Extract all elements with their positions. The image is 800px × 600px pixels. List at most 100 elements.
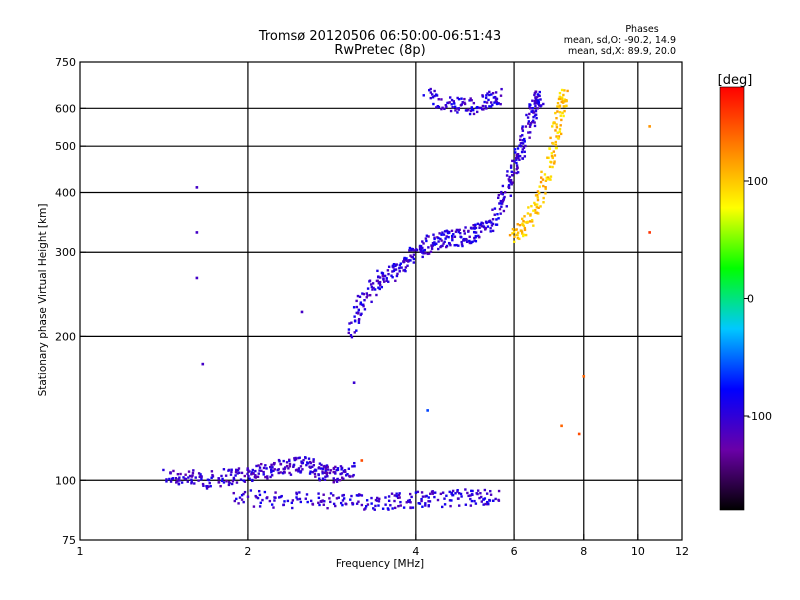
data-point [191, 471, 195, 475]
data-point [577, 432, 581, 436]
data-point [552, 121, 556, 124]
data-point [474, 226, 478, 230]
data-point [335, 468, 338, 472]
data-point [359, 301, 363, 304]
data-point [349, 333, 353, 337]
data-point [211, 473, 214, 477]
data-point [528, 103, 531, 106]
data-point [312, 460, 315, 463]
data-point [262, 473, 265, 476]
y-axis-label: Stationary phase Virtual Height [km] [37, 204, 49, 397]
data-point [409, 506, 412, 510]
data-point [528, 112, 531, 116]
data-point [445, 235, 448, 238]
data-point [251, 468, 254, 472]
data-point [497, 196, 500, 200]
data-point [343, 469, 347, 472]
data-point [210, 470, 214, 473]
data-point [276, 468, 279, 472]
data-point [352, 381, 356, 385]
data-point [191, 474, 194, 477]
data-point [224, 474, 228, 477]
data-point [465, 240, 469, 244]
data-point [454, 109, 457, 112]
data-point [365, 505, 368, 508]
data-point [520, 230, 524, 233]
data-point [523, 226, 527, 230]
data-point [329, 469, 332, 472]
data-point [430, 490, 434, 494]
data-point [235, 497, 238, 501]
phase-stats-o: mean, sd,O: -90.2, 14.9 [564, 35, 676, 46]
data-point [270, 468, 273, 471]
data-point [182, 476, 185, 479]
data-point [285, 464, 289, 468]
data-point [236, 472, 239, 475]
data-point [544, 187, 547, 191]
data-point [455, 243, 458, 247]
data-point [227, 469, 230, 472]
data-point [352, 473, 355, 477]
data-point [383, 280, 386, 283]
data-point [507, 178, 511, 181]
data-point [410, 495, 413, 499]
data-point [563, 89, 566, 92]
data-point [395, 274, 399, 278]
data-point [516, 231, 520, 234]
data-point [254, 474, 257, 477]
data-point [422, 249, 425, 252]
data-point [451, 106, 454, 109]
data-point [448, 96, 452, 99]
data-point [322, 503, 325, 506]
data-point [475, 110, 479, 114]
data-point [402, 506, 406, 509]
data-point [350, 494, 353, 498]
data-point [531, 107, 534, 110]
x-tick-label: 12 [675, 545, 689, 558]
data-point [242, 500, 245, 504]
data-point [295, 496, 298, 499]
data-point [493, 207, 497, 210]
data-point [551, 165, 554, 169]
data-point [521, 223, 524, 226]
data-point [296, 498, 299, 501]
data-point [341, 503, 344, 507]
plot-points [162, 87, 651, 511]
data-point [366, 287, 370, 290]
data-point [202, 484, 205, 487]
data-point [441, 231, 444, 234]
data-point [308, 472, 312, 475]
data-point [288, 462, 292, 466]
data-point [298, 491, 301, 494]
data-point [341, 499, 345, 502]
data-point [174, 477, 178, 480]
data-point [449, 109, 453, 113]
data-point [257, 472, 260, 475]
data-point [237, 467, 241, 470]
data-point [515, 161, 518, 165]
data-point [510, 183, 513, 186]
x-tick-label: 10 [631, 545, 645, 558]
data-point [240, 493, 244, 497]
data-point [476, 222, 480, 226]
data-point [420, 491, 424, 494]
data-point [337, 496, 340, 499]
data-point [470, 106, 473, 110]
data-point [304, 497, 307, 500]
data-point [421, 255, 424, 259]
data-point [360, 494, 364, 497]
data-point [474, 502, 478, 505]
data-point [518, 223, 522, 227]
data-point [555, 126, 559, 129]
data-point [317, 501, 320, 505]
data-point [484, 96, 488, 100]
data-point [237, 502, 240, 505]
data-point [444, 237, 447, 240]
data-point [268, 499, 272, 503]
data-point [314, 468, 317, 471]
data-point [404, 258, 408, 262]
data-point [453, 105, 457, 108]
data-point [456, 490, 459, 493]
data-point [427, 500, 430, 503]
data-point [321, 472, 324, 475]
